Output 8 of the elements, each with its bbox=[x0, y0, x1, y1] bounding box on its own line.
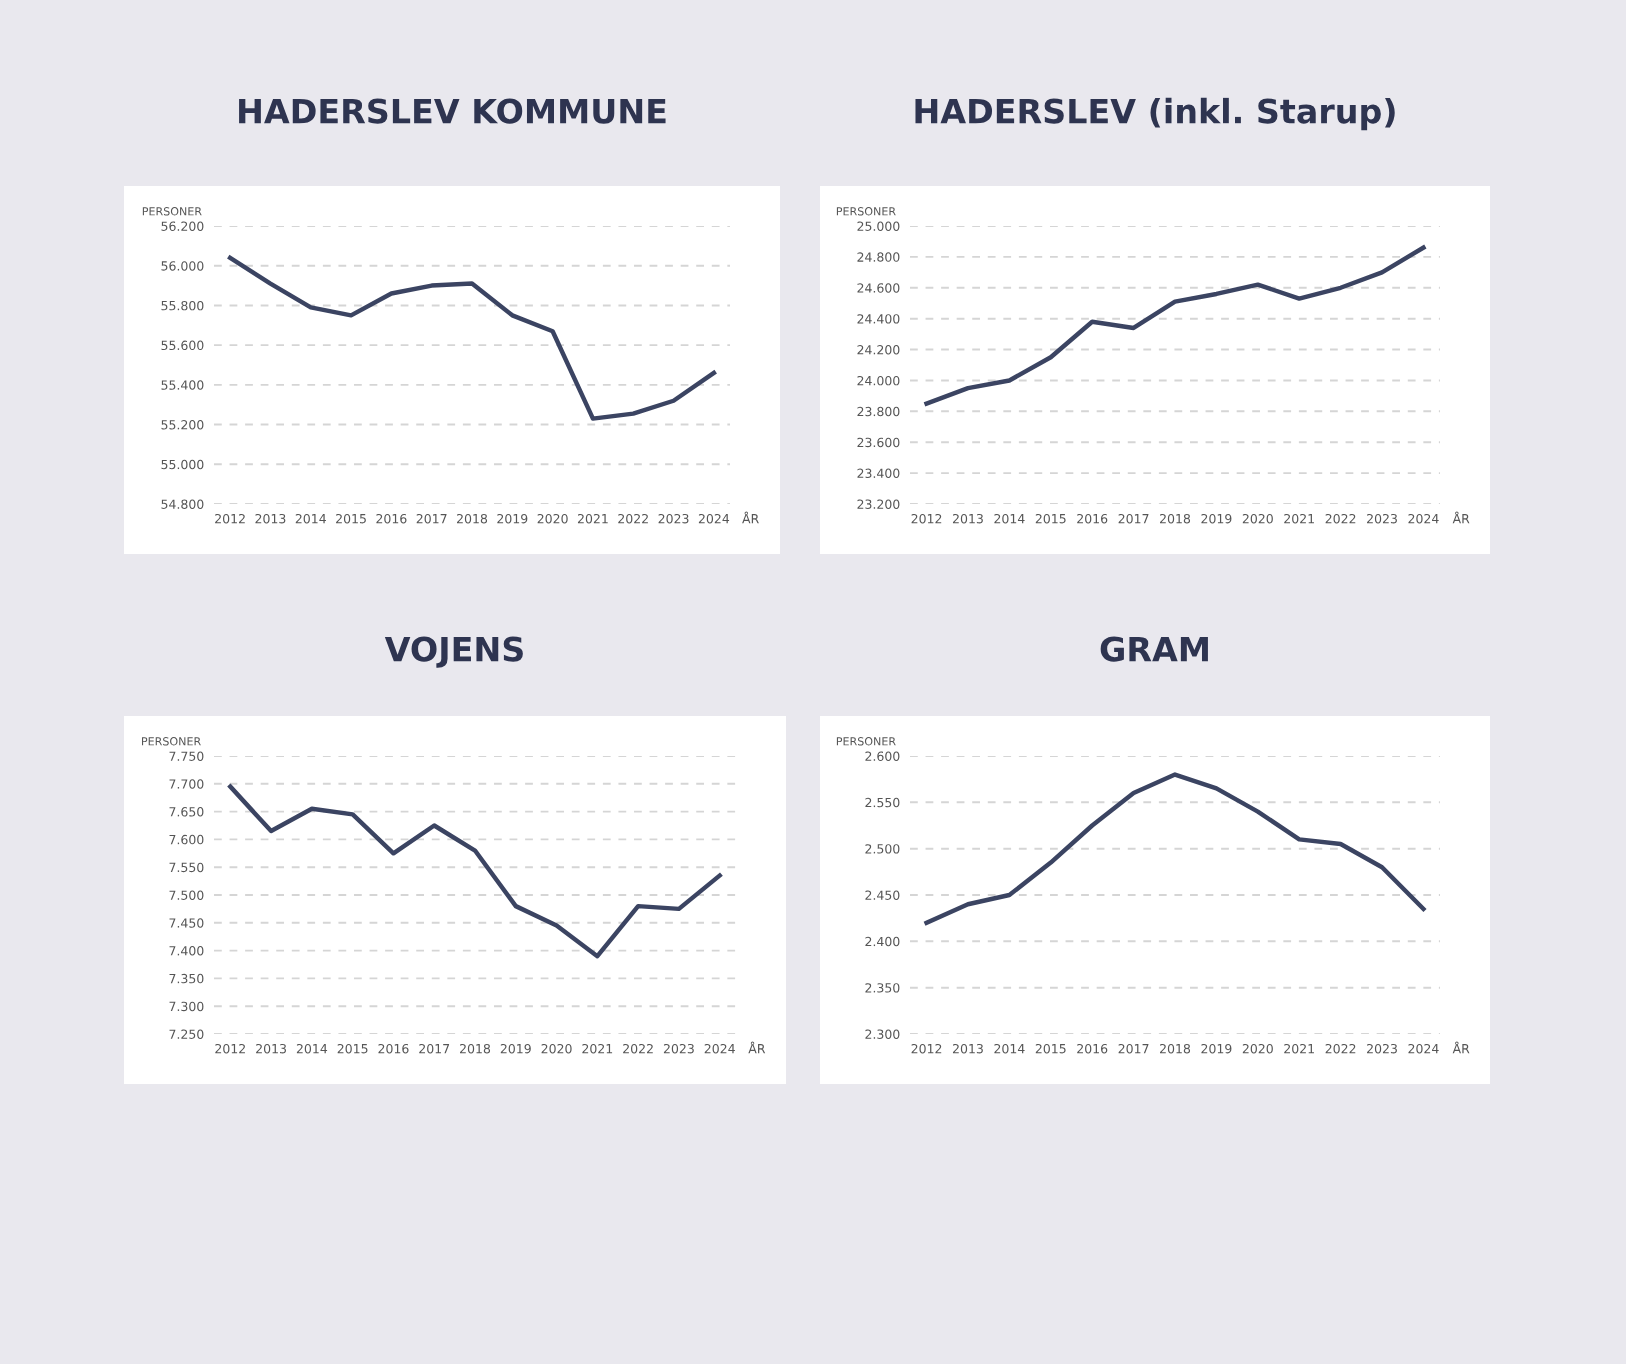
chart-title: HADERSLEV KOMMUNE bbox=[239, 98, 666, 124]
chart-title: VOJENS bbox=[384, 636, 523, 668]
line-series bbox=[924, 245, 1426, 406]
line-series bbox=[227, 255, 717, 421]
chart-title: HADERSLEV (inkl. Starup) bbox=[915, 97, 1395, 131]
line-series bbox=[924, 772, 1426, 926]
line-series bbox=[228, 784, 722, 959]
chart-title: GRAM bbox=[1100, 636, 1208, 662]
